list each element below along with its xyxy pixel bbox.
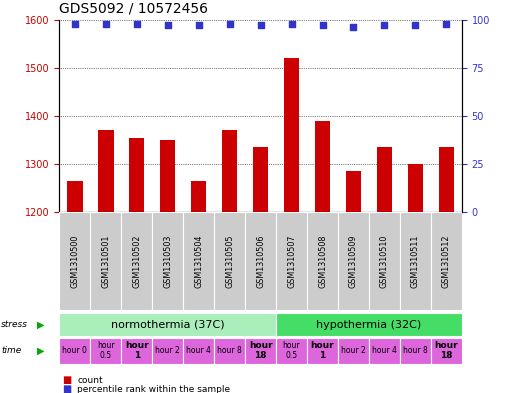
Text: normothermia (37C): normothermia (37C) [111,320,224,330]
Text: GSM1310502: GSM1310502 [132,235,141,288]
Point [195,22,203,29]
Bar [245,338,276,364]
Text: GSM1310504: GSM1310504 [194,235,203,288]
Bar [307,212,338,310]
Point [225,20,234,27]
Point [380,22,389,29]
Bar [369,338,400,364]
Text: ■: ■ [62,384,71,393]
Bar [183,338,214,364]
Bar [408,164,423,212]
Text: hour
0.5: hour 0.5 [97,341,115,360]
Bar [338,212,369,310]
Bar [121,338,152,364]
Bar [152,338,183,364]
Bar [377,147,392,212]
Text: hour
18: hour 18 [249,341,272,360]
Bar [121,212,152,310]
Bar [90,212,121,310]
Text: GSM1310501: GSM1310501 [101,235,110,288]
Bar [276,313,462,336]
Bar [59,313,276,336]
Text: percentile rank within the sample: percentile rank within the sample [77,385,231,393]
Bar [346,171,361,212]
Bar [276,212,307,310]
Point [102,20,110,27]
Text: GSM1310507: GSM1310507 [287,235,296,288]
Bar [98,130,114,212]
Bar [152,212,183,310]
Text: hypothermia (32C): hypothermia (32C) [316,320,422,330]
Bar [307,338,338,364]
Bar [59,338,90,364]
Text: hour
1: hour 1 [125,341,149,360]
Text: hour 4: hour 4 [186,346,211,355]
Bar [276,338,307,364]
Text: GSM1310505: GSM1310505 [225,235,234,288]
Text: GSM1310512: GSM1310512 [442,235,451,288]
Point [287,20,296,27]
Text: ■: ■ [62,375,71,386]
Text: ▶: ▶ [37,320,45,330]
Text: GSM1310511: GSM1310511 [411,235,420,288]
Text: hour 2: hour 2 [341,346,366,355]
Bar [67,181,83,212]
Bar [90,338,121,364]
Bar [400,338,431,364]
Text: GSM1310500: GSM1310500 [70,235,79,288]
Bar [222,130,237,212]
Text: GSM1310509: GSM1310509 [349,235,358,288]
Text: hour 4: hour 4 [372,346,397,355]
Text: hour
18: hour 18 [434,341,458,360]
Point [318,22,327,29]
Bar [214,338,245,364]
Bar [59,212,90,310]
Bar [369,212,400,310]
Point [349,24,358,31]
Text: stress: stress [1,320,28,329]
Text: hour
1: hour 1 [311,341,334,360]
Point [71,20,79,27]
Text: GSM1310506: GSM1310506 [256,235,265,288]
Bar [191,181,206,212]
Bar [129,138,144,212]
Text: GDS5092 / 10572456: GDS5092 / 10572456 [59,2,208,16]
Bar [400,212,431,310]
Bar [431,212,462,310]
Bar [315,121,330,212]
Bar [245,212,276,310]
Point [256,22,265,29]
Point [164,22,172,29]
Bar [284,58,299,212]
Text: count: count [77,376,103,385]
Text: time: time [1,346,21,355]
Bar [431,338,462,364]
Point [442,20,450,27]
Bar [183,212,214,310]
Point [411,22,420,29]
Bar [160,140,175,212]
Point [133,20,141,27]
Text: hour 8: hour 8 [217,346,242,355]
Text: GSM1310503: GSM1310503 [163,235,172,288]
Bar [253,147,268,212]
Bar [214,212,245,310]
Text: hour 8: hour 8 [403,346,428,355]
Bar [338,338,369,364]
Text: hour
0.5: hour 0.5 [283,341,300,360]
Text: hour 2: hour 2 [155,346,180,355]
Text: GSM1310508: GSM1310508 [318,235,327,288]
Bar [439,147,454,212]
Text: GSM1310510: GSM1310510 [380,235,389,288]
Text: ▶: ▶ [37,346,45,356]
Text: hour 0: hour 0 [62,346,87,355]
